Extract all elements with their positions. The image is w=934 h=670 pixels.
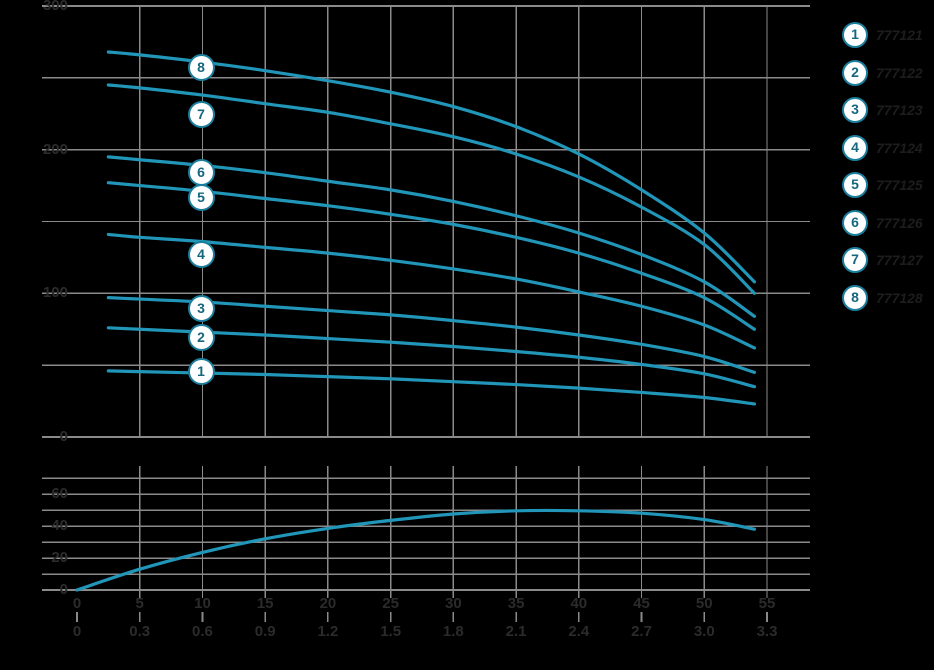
legend: 1 777121 2 777122 3 777123 4 777124 5 777125 6 7771… — [842, 22, 934, 342]
head-y-tick-label: 200 — [42, 140, 68, 158]
legend-label-6: 777126 — [876, 214, 923, 231]
head-y-tick-label: 0 — [59, 428, 68, 445]
legend-badge-3: 3 — [842, 97, 868, 123]
efficiency-y-tick-label: 40 — [51, 517, 68, 534]
legend-badge-7: 7 — [842, 247, 868, 273]
head-chart-svg — [42, 5, 810, 438]
x-tick-label-secondary: 3.3 — [756, 623, 778, 640]
efficiency-y-tick-label: 60 — [51, 485, 68, 502]
legend-label-4: 777124 — [876, 139, 923, 156]
curve-badge-3: 3 — [187, 294, 215, 322]
legend-item-4: 4 777124 — [842, 134, 923, 161]
curve-badge-2: 2 — [187, 323, 215, 351]
x-tick-label-primary: 15 — [256, 595, 274, 612]
x-tick-label-primary: 30 — [445, 595, 462, 612]
x-tick-label-secondary: 2.1 — [505, 623, 527, 640]
x-tick-label-primary: 35 — [507, 595, 525, 612]
curve-badge-6: 6 — [187, 158, 215, 186]
legend-badge-6: 6 — [842, 209, 868, 236]
x-tick-label-secondary: 2.4 — [568, 623, 590, 640]
x-tick-label-secondary: 1.2 — [317, 623, 339, 640]
efficiency-y-tick-label: 20 — [51, 549, 68, 566]
legend-label-7: 777127 — [876, 252, 923, 268]
x-tick-label-secondary: 0.9 — [254, 623, 276, 640]
curve-badge-7: 7 — [187, 100, 215, 128]
x-tick-label-secondary: 2.7 — [631, 623, 652, 640]
curve-badge-8: 8 — [187, 53, 215, 81]
legend-badge-4: 4 — [842, 134, 868, 161]
legend-item-5: 5 777125 — [842, 172, 923, 198]
legend-label-5: 777125 — [876, 177, 923, 193]
x-tick-label-primary: 50 — [695, 595, 713, 612]
x-tick-label-primary: 25 — [382, 595, 399, 612]
x-tick-label-primary: 5 — [135, 595, 144, 612]
legend-badge-2: 2 — [842, 59, 868, 86]
x-tick-label-secondary: 0 — [72, 623, 82, 640]
legend-item-7: 7 777127 — [842, 247, 923, 273]
curve-badge-1: 1 — [187, 357, 215, 385]
curve-badge-5: 5 — [187, 183, 215, 211]
legend-item-1: 1 777121 — [842, 22, 923, 48]
legend-label-2: 777122 — [876, 64, 923, 81]
x-tick-label-primary: 0 — [72, 595, 82, 612]
legend-item-6: 6 777126 — [842, 209, 923, 236]
efficiency-chart-svg — [42, 466, 810, 622]
head-y-tick-label: 300 — [42, 0, 68, 14]
efficiency-y-tick-label: 0 — [59, 581, 68, 598]
legend-label-3: 777123 — [876, 102, 923, 118]
x-tick-label-secondary: 1.5 — [380, 623, 402, 640]
legend-badge-1: 1 — [842, 22, 868, 48]
legend-item-8: 8 777128 — [842, 284, 923, 311]
legend-label-1: 777121 — [876, 27, 923, 43]
x-tick-label-secondary: 1.8 — [442, 623, 464, 640]
legend-item-2: 2 777122 — [842, 59, 923, 86]
legend-badge-8: 8 — [842, 284, 868, 311]
x-tick-label-primary: 55 — [758, 595, 776, 612]
head-y-tick-label: 100 — [42, 284, 68, 302]
curve-badge-4: 4 — [187, 240, 215, 268]
legend-badge-5: 5 — [842, 172, 868, 198]
x-tick-label-secondary: 3.0 — [693, 623, 715, 640]
legend-item-3: 3 777123 — [842, 97, 923, 123]
x-tick-label-primary: 10 — [194, 595, 211, 612]
legend-label-8: 777128 — [876, 289, 923, 306]
x-tick-label-secondary: 0.3 — [129, 623, 151, 640]
x-tick-label-secondary: 0.6 — [192, 623, 213, 640]
x-tick-label-primary: 40 — [570, 595, 588, 612]
x-tick-label-primary: 20 — [319, 595, 337, 612]
x-tick-label-primary: 45 — [633, 595, 650, 612]
